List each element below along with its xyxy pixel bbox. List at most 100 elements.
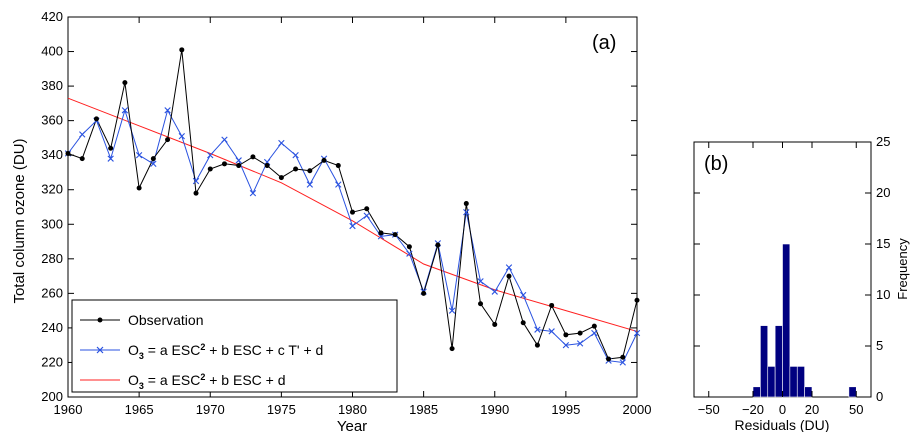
x-tick-label-b: 20 <box>805 402 819 417</box>
data-point-full-model <box>192 177 200 185</box>
y-tick-label-a: 280 <box>41 251 63 266</box>
data-point-observation <box>506 273 512 279</box>
axes-b: −50 −20 0 20 50 0 5 10 15 20 25 <box>694 134 890 417</box>
data-point-observation <box>278 175 284 181</box>
x-tick-label-a: 1995 <box>551 402 580 417</box>
data-point-observation <box>264 163 270 169</box>
data-point-observation <box>136 185 142 191</box>
x-tick-label-b: 50 <box>849 402 863 417</box>
data-point-observation <box>435 242 441 248</box>
data-point-full-model <box>548 328 555 335</box>
data-point-observation <box>293 166 299 172</box>
data-point-full-model <box>107 155 114 162</box>
data-point-full-model <box>463 208 470 216</box>
histogram-bar <box>760 325 769 398</box>
panel-label-a: (a) <box>592 32 616 54</box>
data-point-observation <box>307 168 313 174</box>
x-tick-label-a: 1990 <box>480 402 509 417</box>
data-point-observation <box>335 163 341 169</box>
x-tick-label-b: 0 <box>779 402 786 417</box>
legend-item-esc-model: O3 = a ESC2 + b ESC + d <box>80 372 286 391</box>
histogram-bar <box>767 366 776 398</box>
histogram-bar <box>848 386 857 398</box>
x-tick-label-a: 1960 <box>54 402 83 417</box>
y-tick-label-a: 360 <box>41 113 63 128</box>
legend-label-full-model: O3 = a ESC2 + b ESC + c T' + d <box>128 342 323 361</box>
data-point-full-model <box>207 151 214 159</box>
x-tick-label-a: 1985 <box>409 402 438 417</box>
data-point-observation <box>463 201 469 207</box>
y-tick-label-a: 240 <box>41 320 63 335</box>
data-point-full-model <box>477 278 484 285</box>
data-point-observation <box>492 321 498 327</box>
data-point-observation <box>250 154 256 160</box>
x-tick-label-a: 2000 <box>623 402 652 417</box>
data-point-observation <box>165 137 171 143</box>
y-axis-label-a: Total column ozone (DU) <box>11 138 28 303</box>
y-tick-label-a: 340 <box>41 147 63 162</box>
x-tick-label-a: 1965 <box>125 402 154 417</box>
data-point-observation <box>207 166 213 172</box>
data-point-full-model <box>562 341 570 349</box>
y-tick-label-a: 300 <box>41 216 63 231</box>
legend-item-observation: Observation <box>80 312 203 328</box>
data-point-full-model <box>491 288 498 295</box>
x-tick-label-a: 1975 <box>267 402 296 417</box>
data-point-full-model <box>335 181 342 188</box>
data-point-full-model <box>576 340 584 347</box>
y-tick-label-b: 20 <box>876 185 890 200</box>
data-point-full-model <box>591 329 598 337</box>
legend-dot-marker <box>97 317 103 323</box>
data-point-observation <box>236 163 242 169</box>
data-point-observation <box>93 116 99 122</box>
data-point-full-model <box>406 250 413 257</box>
series-line-esc-model <box>67 97 638 332</box>
data-point-observation <box>378 230 384 236</box>
data-point-observation <box>549 302 555 308</box>
data-point-full-model <box>505 264 513 271</box>
data-point-observation <box>406 244 412 250</box>
legend-label-observation: Observation <box>128 312 203 328</box>
y-tick-label-b: 0 <box>876 389 883 404</box>
y-tick-label-b: 10 <box>876 287 890 302</box>
data-point-full-model <box>448 307 456 314</box>
data-point-observation <box>79 156 85 162</box>
data-point-observation <box>392 232 398 238</box>
data-point-full-model <box>235 157 242 164</box>
data-point-observation <box>221 161 227 167</box>
data-point-full-model <box>164 107 171 114</box>
data-point-full-model <box>349 222 356 230</box>
legend: Observation O3 = a ESC2 + b ESC + c T' +… <box>71 299 398 393</box>
data-point-observation <box>449 346 455 352</box>
y-tick-label-b: 5 <box>876 338 883 353</box>
data-point-observation <box>421 290 427 296</box>
panel-label-b: (b) <box>704 153 728 175</box>
x-tick-label-a: 1970 <box>196 402 225 417</box>
data-point-full-model <box>221 136 228 143</box>
y-tick-label-a: 400 <box>41 44 63 59</box>
data-point-observation <box>179 47 185 53</box>
histogram-bar <box>796 366 805 398</box>
y-tick-label-a: 260 <box>41 285 63 300</box>
y-tick-label-b: 25 <box>876 134 890 149</box>
legend-x-marker <box>96 346 104 354</box>
data-point-observation <box>606 356 612 362</box>
data-point-observation <box>520 320 526 326</box>
x-axis-label-a: Year <box>337 418 367 432</box>
series-markers <box>64 47 641 366</box>
data-point-observation <box>321 157 327 163</box>
data-point-observation <box>108 145 114 151</box>
data-point-full-model <box>278 139 285 147</box>
data-point-full-model <box>633 329 641 337</box>
histogram-bar <box>782 243 791 398</box>
data-point-observation <box>591 323 597 329</box>
data-point-observation <box>563 332 569 338</box>
y-tick-label-a: 420 <box>41 9 63 24</box>
histogram-bar <box>789 366 798 398</box>
chart-panel-a: 1960 1965 1970 1975 1980 1985 1990 1995 2000 200 2… <box>11 9 651 432</box>
histogram-bars <box>752 243 857 398</box>
data-point-full-model <box>292 151 299 159</box>
x-tick-label-b: −50 <box>698 402 720 417</box>
x-tick-label-b: −20 <box>742 402 764 417</box>
